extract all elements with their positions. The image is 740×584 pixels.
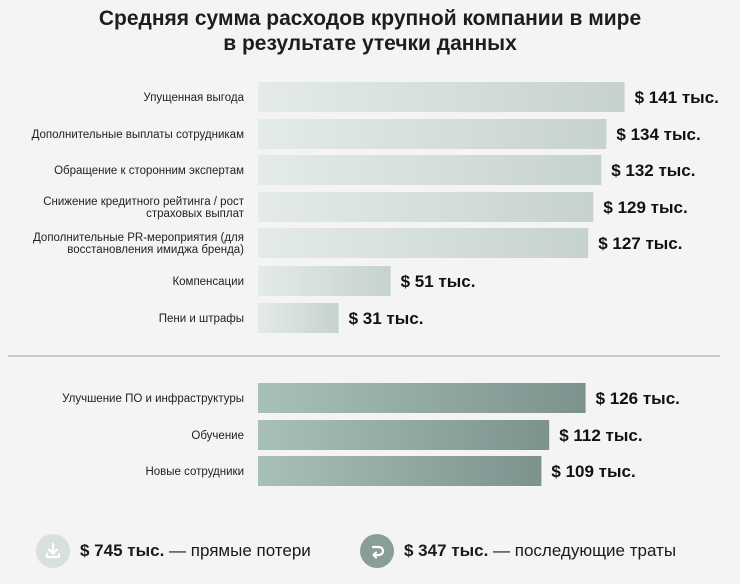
category-label: Обращение к сторонним экспертам bbox=[54, 165, 244, 177]
value-label: $ 109 тыс. bbox=[551, 462, 635, 481]
category-label: Обучение bbox=[191, 430, 244, 442]
legend-direct-losses: $ 745 тыс. — прямые потери bbox=[36, 531, 311, 571]
bar bbox=[258, 303, 339, 333]
value-label: $ 134 тыс. bbox=[616, 125, 700, 144]
chart-title: Средняя сумма расходов крупной компании … bbox=[0, 6, 740, 56]
bar bbox=[258, 82, 625, 112]
bar bbox=[258, 266, 391, 296]
legend-direct-amount: $ 745 тыс. bbox=[80, 541, 165, 560]
bar bbox=[258, 155, 602, 185]
category-label: Дополнительные выплаты сотрудникам bbox=[32, 129, 245, 141]
value-label: $ 141 тыс. bbox=[635, 88, 719, 107]
legend-subsequent-text: — последующие траты bbox=[488, 541, 677, 560]
download-arrow-icon bbox=[36, 534, 70, 568]
bar bbox=[258, 119, 607, 149]
bar bbox=[258, 228, 589, 258]
value-label: $ 129 тыс. bbox=[603, 198, 687, 217]
bar bbox=[258, 192, 594, 222]
category-label: Компенсации bbox=[172, 276, 244, 288]
category-label: Пени и штрафы bbox=[159, 313, 244, 325]
title-line-2: в результате утечки данных bbox=[223, 32, 517, 55]
category-label: Упущенная выгода bbox=[143, 92, 244, 104]
bar bbox=[258, 456, 542, 486]
legend-subsequent-costs: $ 347 тыс. — последующие траты bbox=[360, 531, 676, 571]
return-arrow-icon bbox=[360, 534, 394, 568]
category-label: Новые сотрудники bbox=[145, 466, 244, 478]
value-label: $ 112 тыс. bbox=[559, 426, 642, 445]
bar bbox=[258, 420, 550, 450]
bar-chart: Упущенная выгода $ 141 тыс. Дополнительные… bbox=[8, 82, 720, 486]
value-label: $ 31 тыс. bbox=[349, 309, 424, 328]
value-label: $ 126 тыс. bbox=[596, 389, 680, 408]
category-label: Снижение кредитного рейтинга / рост страх… bbox=[43, 196, 245, 220]
value-label: $ 132 тыс. bbox=[611, 161, 695, 180]
category-label: Улучшение ПО и инфраструктуры bbox=[62, 393, 244, 405]
value-label: $ 127 тыс. bbox=[598, 234, 682, 253]
value-label: $ 51 тыс. bbox=[401, 272, 476, 291]
legend-direct-text: — прямые потери bbox=[164, 541, 311, 560]
title-line-1: Средняя сумма расходов крупной компании … bbox=[98, 7, 642, 30]
category-label: Дополнительные PR-мероприятия (для восста… bbox=[33, 232, 244, 256]
bar bbox=[258, 383, 586, 413]
legend-subsequent-amount: $ 347 тыс. bbox=[404, 541, 489, 560]
